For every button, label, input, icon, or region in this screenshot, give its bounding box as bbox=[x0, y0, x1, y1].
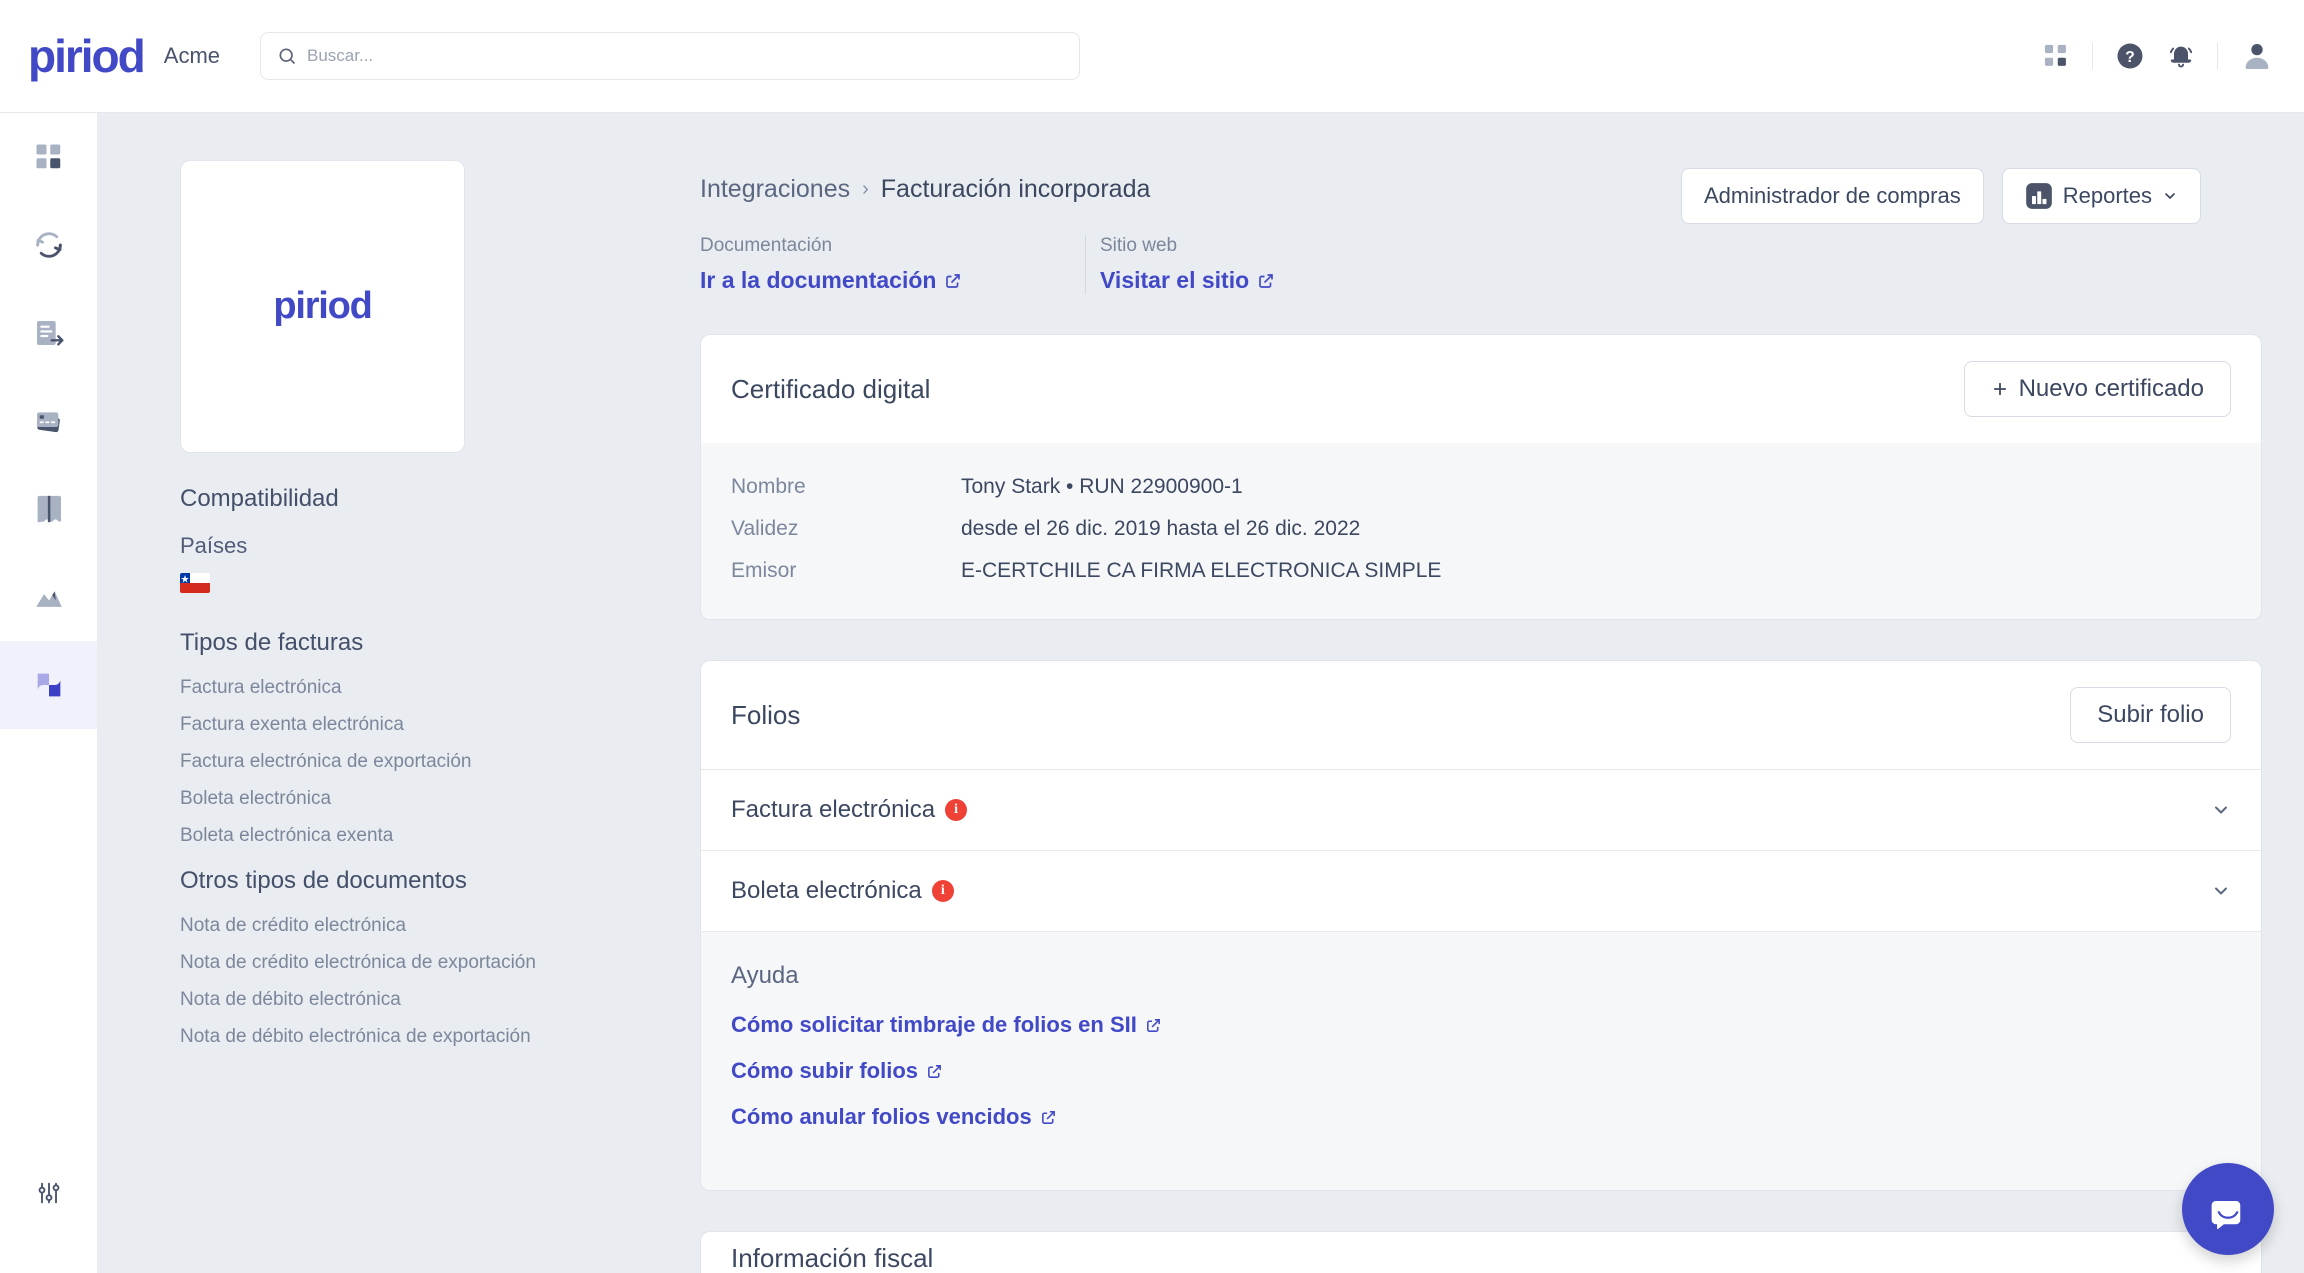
svg-text:?: ? bbox=[2125, 49, 2135, 66]
